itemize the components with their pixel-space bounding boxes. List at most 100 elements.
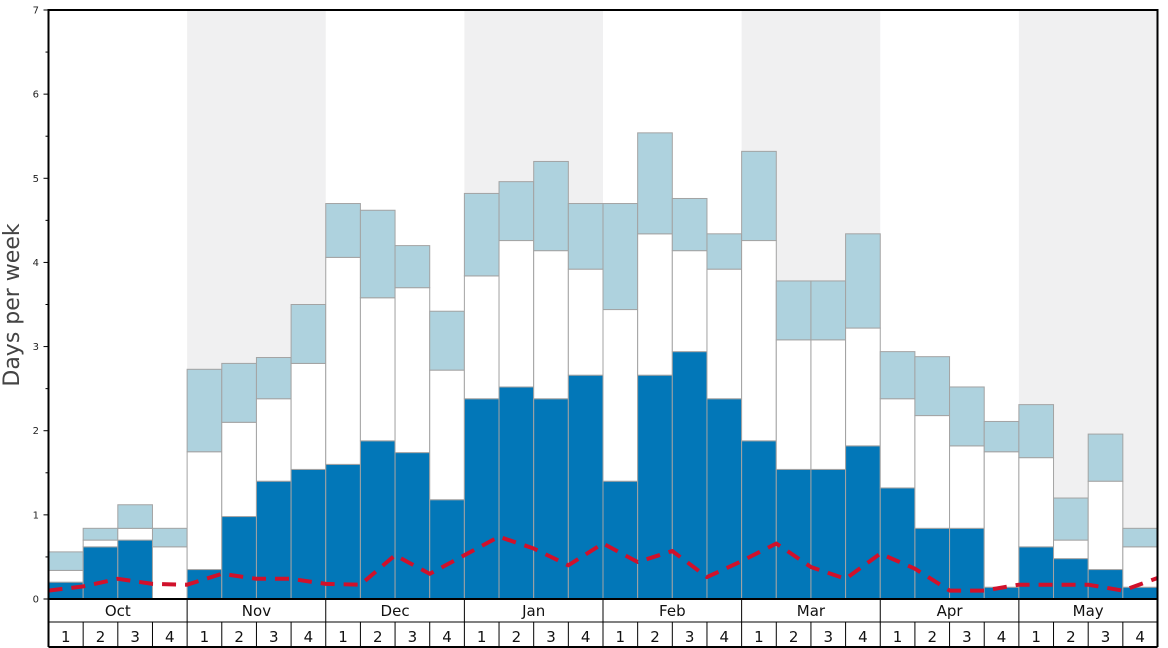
month-label-jan: Jan	[521, 602, 545, 620]
bar-dark-9	[325, 463, 361, 600]
bar-white-8	[290, 362, 327, 470]
bar-white-1	[48, 569, 84, 583]
bar-white-2	[82, 539, 119, 548]
y-tick-label-1: 1	[33, 510, 39, 521]
bar-white-24	[845, 327, 881, 447]
bar-light-21	[741, 150, 777, 242]
bar-light-7	[255, 357, 292, 400]
month-label-nov: Nov	[242, 602, 271, 620]
bar-dark-3	[117, 539, 153, 600]
week-label: 1	[616, 628, 626, 646]
bar-light-13	[463, 192, 500, 277]
y-tick-label-3: 3	[33, 342, 39, 353]
week-label: 1	[754, 628, 764, 646]
week-label: 3	[130, 628, 140, 646]
bar-light-30	[1053, 497, 1089, 541]
month-label-apr: Apr	[937, 602, 964, 620]
bar-white-18	[637, 233, 673, 376]
bar-light-11	[394, 245, 431, 289]
bar-white-20	[706, 268, 743, 400]
week-label: 3	[962, 628, 972, 646]
week-label: 4	[581, 628, 591, 646]
bar-white-30	[1053, 539, 1089, 560]
bar-white-21	[741, 240, 777, 442]
trend-line	[48, 534, 1159, 593]
bar-light-9	[325, 203, 361, 258]
month-label-oct: Oct	[105, 602, 131, 620]
bar-white-27	[949, 445, 985, 529]
trend-line-path	[48, 534, 1159, 593]
week-label: 4	[442, 628, 452, 646]
bar-dark-2	[82, 546, 119, 600]
week-label: 3	[1101, 628, 1111, 646]
bar-dark-30	[1053, 558, 1089, 600]
y-tick-label-7: 7	[33, 6, 39, 17]
bar-white-10	[359, 297, 396, 442]
week-label: 4	[1135, 628, 1145, 646]
week-label: 3	[408, 628, 418, 646]
bar-dark-11	[394, 452, 431, 600]
y-tick-label-4: 4	[33, 258, 39, 269]
week-label: 3	[546, 628, 556, 646]
bar-light-5	[186, 368, 223, 453]
y-tick-label-5: 5	[33, 174, 39, 185]
bar-dark-10	[359, 440, 396, 600]
bar-light-19	[671, 197, 708, 252]
week-label: 2	[1066, 628, 1076, 646]
bar-white-14	[498, 240, 535, 388]
month-label-mar: Mar	[797, 602, 826, 620]
bar-white-26	[914, 415, 951, 529]
bar-light-14	[498, 181, 535, 242]
bar-dark-15	[533, 398, 569, 600]
week-label: 2	[234, 628, 244, 646]
bar-light-16	[567, 203, 604, 270]
week-label: 4	[165, 628, 175, 646]
week-label: 4	[858, 628, 868, 646]
week-label: 4	[720, 628, 730, 646]
bar-light-23	[810, 280, 847, 341]
bar-light-18	[637, 132, 673, 235]
bar-dark-22	[775, 468, 812, 600]
bar-light-27	[949, 386, 985, 447]
bar-dark-29	[1018, 546, 1055, 600]
week-label: 1	[893, 628, 903, 646]
week-label: 3	[269, 628, 279, 646]
week-label: 2	[373, 628, 383, 646]
bar-white-7	[255, 398, 292, 482]
bar-light-26	[914, 356, 951, 417]
bar-light-24	[845, 233, 881, 329]
bar-white-6	[221, 421, 257, 518]
bar-light-17	[602, 203, 639, 311]
bar-light-1	[48, 551, 84, 571]
bar-dark-23	[810, 468, 847, 600]
bar-white-15	[533, 250, 569, 400]
bar-dark-21	[741, 440, 777, 600]
week-label: 4	[304, 628, 314, 646]
bar-dark-12	[429, 499, 465, 600]
bar-light-6	[221, 362, 257, 423]
bar-light-25	[879, 351, 916, 400]
week-label: 1	[477, 628, 487, 646]
week-label: 2	[650, 628, 660, 646]
bar-light-2	[82, 527, 119, 541]
bar-white-25	[879, 398, 916, 489]
bar-white-3	[117, 527, 153, 541]
bar-white-23	[810, 339, 847, 470]
bar-white-31	[1087, 480, 1124, 571]
week-label: 1	[61, 628, 71, 646]
week-label: 1	[338, 628, 348, 646]
bar-dark-32	[1122, 586, 1158, 600]
bar-dark-8	[290, 468, 327, 600]
y-tick-label-0: 0	[33, 595, 39, 606]
bar-dark-25	[879, 487, 916, 600]
bar-light-22	[775, 280, 812, 341]
bar-dark-27	[949, 527, 985, 600]
week-label: 3	[685, 628, 695, 646]
bar-white-11	[394, 287, 431, 454]
bar-dark-20	[706, 398, 743, 600]
bar-white-29	[1018, 457, 1055, 548]
week-label: 2	[927, 628, 937, 646]
bar-light-12	[429, 310, 465, 371]
bar-white-17	[602, 309, 639, 482]
